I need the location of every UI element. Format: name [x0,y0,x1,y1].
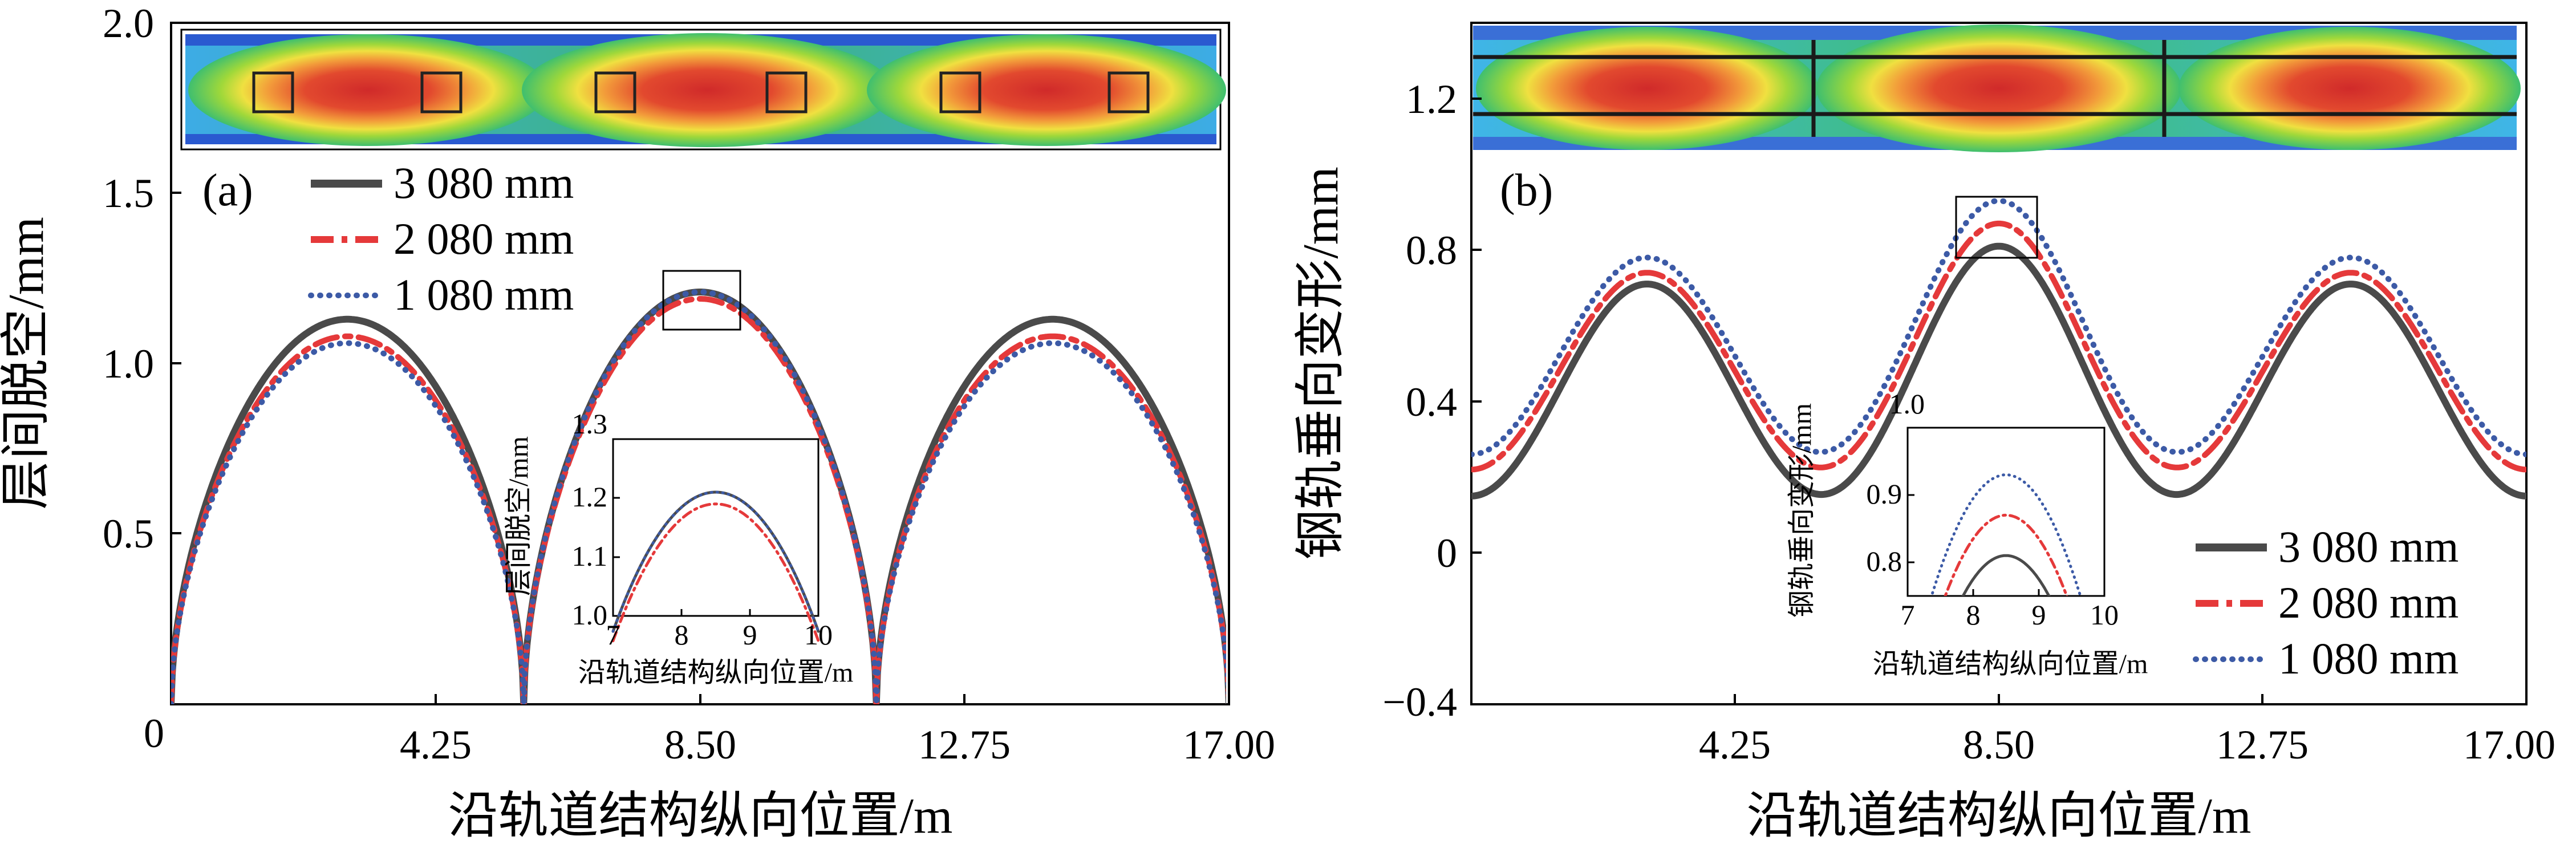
x-ticks-a [435,694,966,704]
x-tick-label: 17.00 [2463,722,2555,768]
series-line-3080 [1471,242,2526,500]
legend-label-1080: 1 080 mm [2278,634,2459,683]
inset-x-tick: 8 [1966,599,1981,631]
inset-line-2080 [1944,513,2068,596]
zoom-box-b [1955,196,2038,259]
x-tick-label: 12.75 [2216,722,2309,768]
y-ticks-b [1471,98,1482,705]
inset-line-1080 [611,490,820,633]
x-tick-label: 17.00 [1183,722,1275,768]
inset-y-title: 层间脱空/mm [504,436,534,596]
legend-a: 3 080 mm 2 080 mm 1 080 mm [308,158,574,319]
x-tick-label: 4.25 [400,722,472,768]
inset-y-tick: 1.2 [572,481,608,513]
inset-x-tick: 9 [2032,599,2046,631]
inset-a: 1.0 1.1 1.2 1.3 7 8 9 10 沿轨道结构纵向位置/m 层间脱… [504,408,853,688]
inset-b: 0.8 0.9 1.0 7 8 9 10 沿轨道结构纵向位置/m 钢轨垂向变形/… [1787,388,2148,679]
x-ticks-b [1734,694,2263,704]
zoom-box-a [662,270,741,331]
inset-x-tick: 7 [1901,599,1915,631]
inset-y-tick: 1.0 [572,599,608,631]
y-tick-label: 0.5 [103,511,154,557]
y-tick-label: 0 [1437,530,1457,576]
y-axis-title-b: 钢轨垂向变形/mm [1293,167,1349,559]
inset-y-tick: 1.1 [572,540,608,572]
y-tick-label: 1.2 [1406,76,1457,122]
x-tick-label: 0 [144,711,164,756]
inset-x-tick: 10 [804,619,833,651]
inset-y-title: 钢轨垂向变形/mm [1787,403,1817,618]
panel-b: −0.4 0 0.4 0.8 1.2 4.25 8.50 12.75 17.00… [1293,22,2555,844]
x-tick-label: 8.50 [664,722,736,768]
y-tick-label: 1.5 [103,171,154,216]
contour-image-b [1473,25,2521,152]
legend-b: 3 080 mm 2 080 mm 1 080 mm [2193,522,2459,683]
panel-a: 0.5 1.0 1.5 2.0 0 4.25 8.50 12.75 17.00 … [0,1,1275,844]
y-tick-label: 2.0 [103,1,154,46]
x-tick-label: 4.25 [1699,722,1771,768]
series-line-2080 [171,296,1226,704]
y-axis-title-a: 层间脱空/mm [0,217,54,509]
y-tick-label: 0.4 [1406,379,1457,425]
inset-y-tick: 1.0 [1889,388,1925,420]
y-tick-label: 1.0 [103,341,154,387]
series-line-3080 [171,289,1226,704]
series-line-2080 [1471,220,2526,473]
inset-x-title: 沿轨道结构纵向位置/m [1873,649,2148,679]
inset-x-tick: 7 [606,619,620,651]
inset-y-tick: 0.9 [1867,478,1902,510]
inset-line-3080 [1961,554,2051,596]
legend-label-3080: 3 080 mm [394,158,574,208]
x-tick-label: 12.75 [918,722,1011,768]
inset-line-2080 [611,502,820,643]
inset-x-title: 沿轨道结构纵向位置/m [578,658,854,688]
inset-x-tick: 9 [743,619,757,651]
legend-label-2080: 2 080 mm [2278,578,2459,627]
inset-y-tick: 0.8 [1867,545,1902,577]
panel-label-b: (b) [1500,165,1553,216]
inset-x-tick: 8 [675,619,689,651]
x-axis-title-b: 沿轨道结构纵向位置/m [1747,789,2252,844]
y-tick-label: −0.4 [1382,679,1457,725]
legend-label-3080: 3 080 mm [2278,522,2459,571]
contour-image-a [180,29,1226,151]
legend-label-1080: 1 080 mm [394,270,574,319]
y-ticks-a [171,22,181,534]
inset-x-tick: 10 [2090,599,2119,631]
series-line-1080 [171,289,1226,704]
x-axis-title-a: 沿轨道结构纵向位置/m [448,789,953,844]
inset-y-tick: 1.3 [572,408,608,440]
y-tick-label: 0.8 [1406,228,1457,273]
legend-label-2080: 2 080 mm [394,214,574,263]
series-line-1080 [1471,197,2526,457]
x-tick-label: 8.50 [1963,722,2035,768]
panel-label-a: (a) [202,165,253,216]
